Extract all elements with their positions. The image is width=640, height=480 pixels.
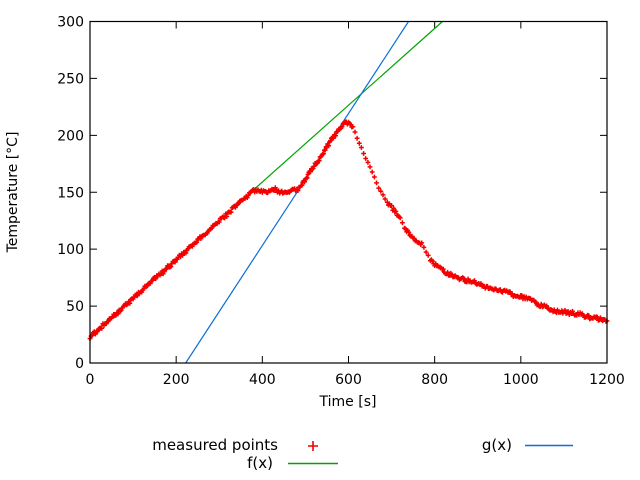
series-measured-points <box>87 119 610 341</box>
legend-label-measured-points: measured points <box>152 436 278 454</box>
plot-area: 0 200 400 600 800 1000 1200 0 50 100 150 200 250 300 <box>57 15 625 389</box>
y-tick-label: 50 <box>66 299 84 315</box>
plot-border <box>89 20 608 364</box>
y-tick-label: 200 <box>57 128 84 144</box>
y-tick-label: 300 <box>57 15 84 31</box>
x-tick-label: 800 <box>421 372 448 388</box>
x-tick-label: 200 <box>163 372 190 388</box>
plus-marker-icon <box>308 441 318 451</box>
y-tick-label: 0 <box>75 356 84 372</box>
legend: measured points f(x) g(x) <box>152 436 573 472</box>
x-tick-label: 0 <box>86 372 95 388</box>
x-axis-title: Time [s] <box>319 394 377 410</box>
y-tick-label: 100 <box>57 242 84 258</box>
y-axis-title: Temperature [°C] <box>5 132 21 254</box>
x-tick-label: 600 <box>335 372 362 388</box>
x-tick-label: 1200 <box>589 372 625 388</box>
legend-label-g: g(x) <box>482 436 512 454</box>
legend-label-f: f(x) <box>247 454 273 472</box>
series-line-gx <box>185 21 410 364</box>
x-tick-label: 1000 <box>503 372 539 388</box>
y-tick-label: 150 <box>57 185 84 201</box>
axis-ticks <box>89 21 608 364</box>
x-tick-label: 400 <box>249 372 276 388</box>
y-tick-label: 250 <box>57 71 84 87</box>
